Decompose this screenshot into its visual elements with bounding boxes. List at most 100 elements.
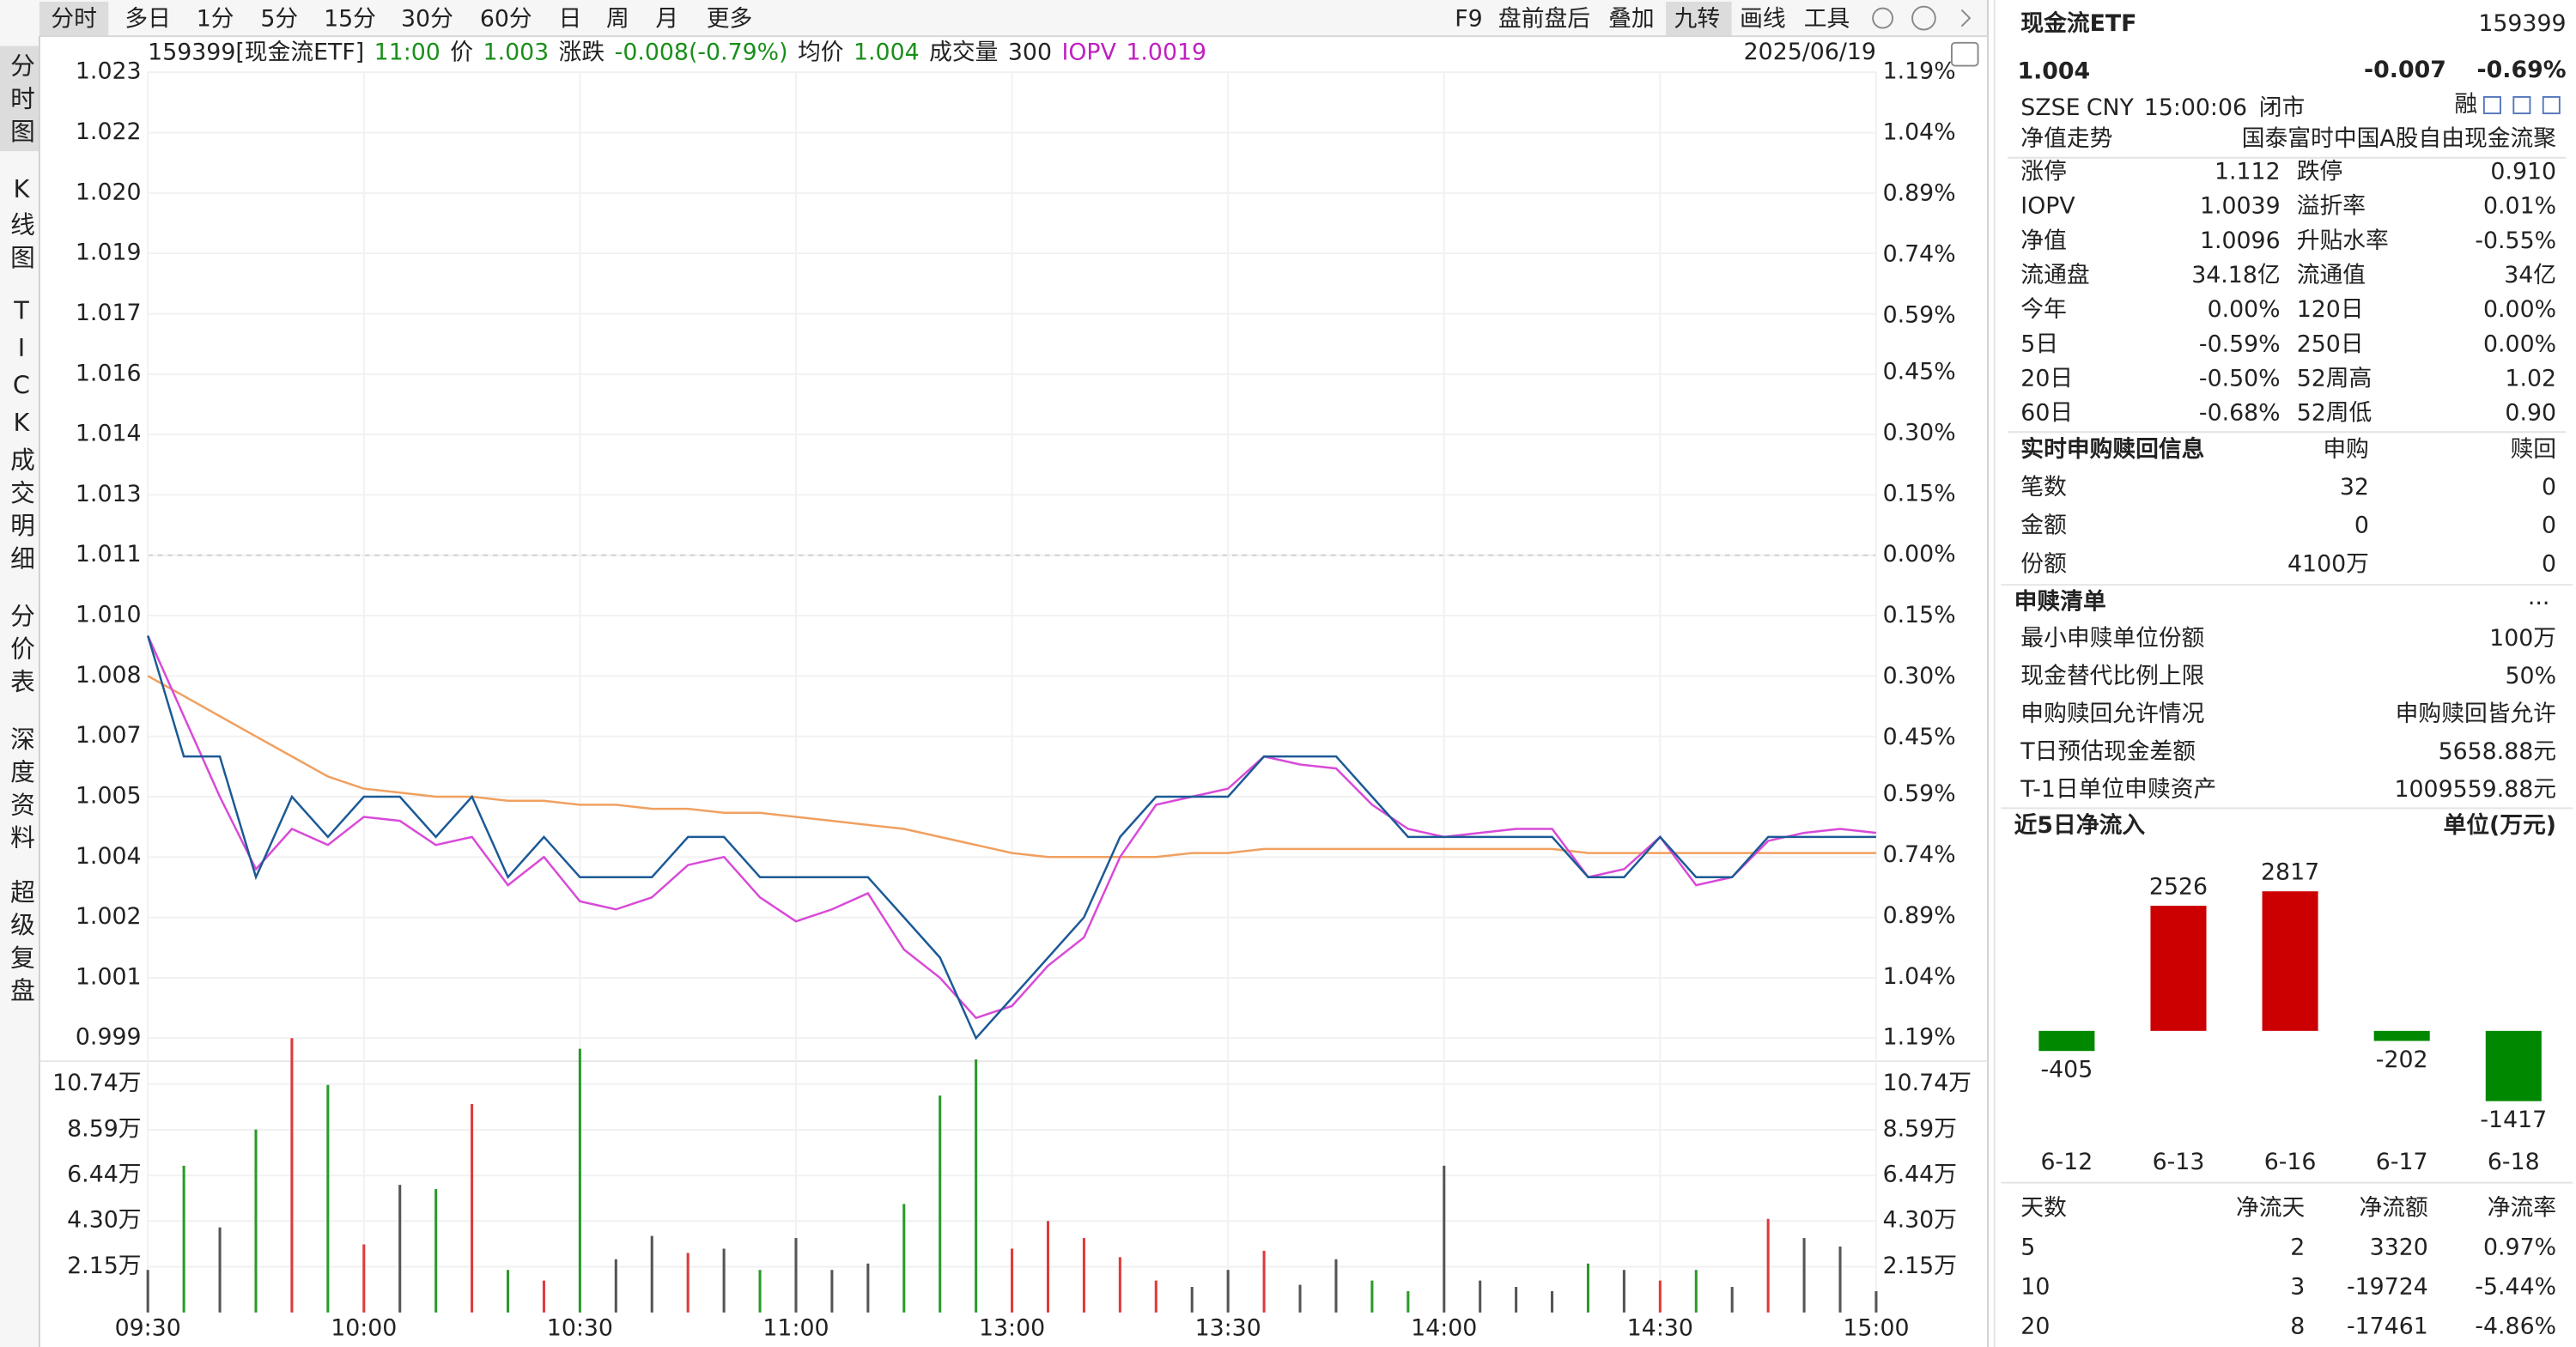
stat-value: 0.00% <box>2483 296 2556 323</box>
volume-bar <box>1046 1221 1050 1313</box>
volume-bar <box>1622 1270 1625 1313</box>
flow-title: 近5日净流入 <box>2014 812 2146 839</box>
price-line <box>147 675 1876 859</box>
alert-icon[interactable] <box>2512 95 2531 115</box>
stat-label: 涨停 <box>2020 158 2067 185</box>
row-value: 100万 <box>2489 625 2556 652</box>
row-label: 现金替代比例上限 <box>2020 663 2204 689</box>
period-tab[interactable]: 5分 <box>260 6 298 33</box>
volume-bar <box>1370 1280 1374 1313</box>
tool-button[interactable]: 盘前盘后 <box>1498 6 1590 33</box>
flow-bar <box>2373 1030 2430 1041</box>
column-header: 赎回 <box>2511 436 2557 463</box>
table-cell: 0.97% <box>2483 1235 2556 1261</box>
fund-code: 159399 <box>2478 10 2566 37</box>
edit-icon[interactable] <box>2482 95 2501 115</box>
tool-button[interactable]: 工具 <box>1804 6 1850 33</box>
nav-trend[interactable]: 净值走势 <box>2020 125 2112 152</box>
stat-label: 5日 <box>2020 331 2058 357</box>
tool-button[interactable]: 九转 <box>1674 6 1721 33</box>
toolbar <box>0 0 1989 37</box>
x-tick-label: 13:30 <box>1195 1314 1261 1341</box>
volume-bar <box>1154 1280 1157 1313</box>
volume-bar <box>326 1084 330 1313</box>
quote-icons <box>2482 95 2561 115</box>
volume-tick-label: 6.44万 <box>67 1162 141 1188</box>
y-tick-label: 1.004 <box>76 843 142 870</box>
tool-button[interactable]: 叠加 <box>1608 6 1655 33</box>
side-tab[interactable]: 分价表 <box>7 603 36 701</box>
info-item: IOPV <box>1061 39 1116 65</box>
volume-bar <box>939 1095 942 1313</box>
y2-tick-label: 0.15% <box>1883 480 1956 507</box>
period-tab[interactable]: 周 <box>606 6 629 33</box>
y-tick-label: 1.002 <box>76 903 142 930</box>
quote-meta: 闭市 <box>2259 94 2306 121</box>
volume-bar <box>218 1227 222 1313</box>
table-cell: 10 <box>2020 1274 2050 1301</box>
info-item: 均价 <box>798 39 844 65</box>
wp-icon[interactable] <box>1951 41 1979 67</box>
stat-value: 1.112 <box>2215 158 2281 185</box>
stat-label: IOPV <box>2020 193 2075 220</box>
add-icon[interactable] <box>2542 95 2561 115</box>
table-header: 净流率 <box>2488 1195 2556 1222</box>
side-tab[interactable]: K线图 <box>7 174 36 277</box>
x-tick-label: 11:00 <box>762 1314 829 1341</box>
period-tab[interactable]: 多日 <box>125 6 171 33</box>
stat-label: 流通盘 <box>2020 262 2089 288</box>
row-value: 申购赎回皆允许 <box>2396 701 2556 727</box>
volume-bar <box>614 1259 617 1313</box>
side-tab[interactable]: 成交明细 <box>7 446 36 578</box>
volume-tick-label: 2.15万 <box>1883 1253 1957 1279</box>
period-tab[interactable]: 30分 <box>401 6 453 33</box>
tool-button[interactable]: 画线 <box>1740 6 1786 33</box>
quote-meta: 15:00:06 <box>2144 94 2247 121</box>
stat-label: 跌停 <box>2297 158 2343 185</box>
next-icon[interactable] <box>1960 9 1971 27</box>
period-tab[interactable]: 分时 <box>51 6 97 33</box>
volume-bar <box>722 1248 726 1313</box>
period-tab[interactable]: 60分 <box>480 6 532 33</box>
more-button[interactable]: ... <box>2528 584 2550 610</box>
volume-tick-label: 10.74万 <box>52 1070 141 1096</box>
help-icon[interactable] <box>1911 5 1936 31</box>
side-tab[interactable]: 分时图 <box>7 52 36 151</box>
volume-bar <box>578 1048 581 1313</box>
volume-bar <box>1011 1248 1014 1313</box>
period-tab[interactable]: 日 <box>559 6 582 33</box>
settings-icon[interactable] <box>1872 7 1894 29</box>
row-label: T-1日单位申赎资产 <box>2020 776 2216 803</box>
y-tick-label: 1.017 <box>76 300 142 326</box>
flow-value-label: 2817 <box>2261 859 2319 886</box>
volume-bar <box>434 1189 438 1313</box>
period-tab[interactable]: 月 <box>655 6 678 33</box>
info-item: 价 <box>450 39 473 65</box>
y2-tick-label: 0.59% <box>1883 780 1956 807</box>
volume-bar <box>1298 1284 1302 1313</box>
period-tab[interactable]: 1分 <box>197 6 234 33</box>
volume-tick-label: 6.44万 <box>1883 1162 1957 1188</box>
margin-tag: 融 <box>2454 91 2477 118</box>
volume-bar <box>542 1280 545 1313</box>
side-tab[interactable]: 深度资料 <box>7 726 36 858</box>
y2-tick-label: 0.30% <box>1883 663 1956 689</box>
y2-tick-label: 0.89% <box>1883 180 1956 207</box>
period-tab[interactable]: 更多 <box>707 6 753 33</box>
volume-bar <box>975 1059 978 1313</box>
volume-bar <box>1658 1280 1662 1313</box>
y2-tick-label: 0.45% <box>1883 724 1956 750</box>
side-tab[interactable]: TICK <box>7 295 36 445</box>
volume-bar <box>1118 1257 1121 1313</box>
y-tick-label: 0.999 <box>76 1024 142 1051</box>
table-cell: 2 <box>2290 1235 2305 1261</box>
side-tab[interactable]: 超级复盘 <box>7 879 36 1010</box>
tool-button[interactable]: F9 <box>1455 6 1482 33</box>
table-cell: 20 <box>2020 1313 2050 1339</box>
info-item: 11:00 <box>374 39 440 65</box>
period-tab[interactable]: 15分 <box>324 6 376 33</box>
table-header: 净流天 <box>2236 1195 2305 1222</box>
stat-value: -0.50% <box>2199 366 2281 392</box>
volume-bar <box>1874 1290 1878 1313</box>
